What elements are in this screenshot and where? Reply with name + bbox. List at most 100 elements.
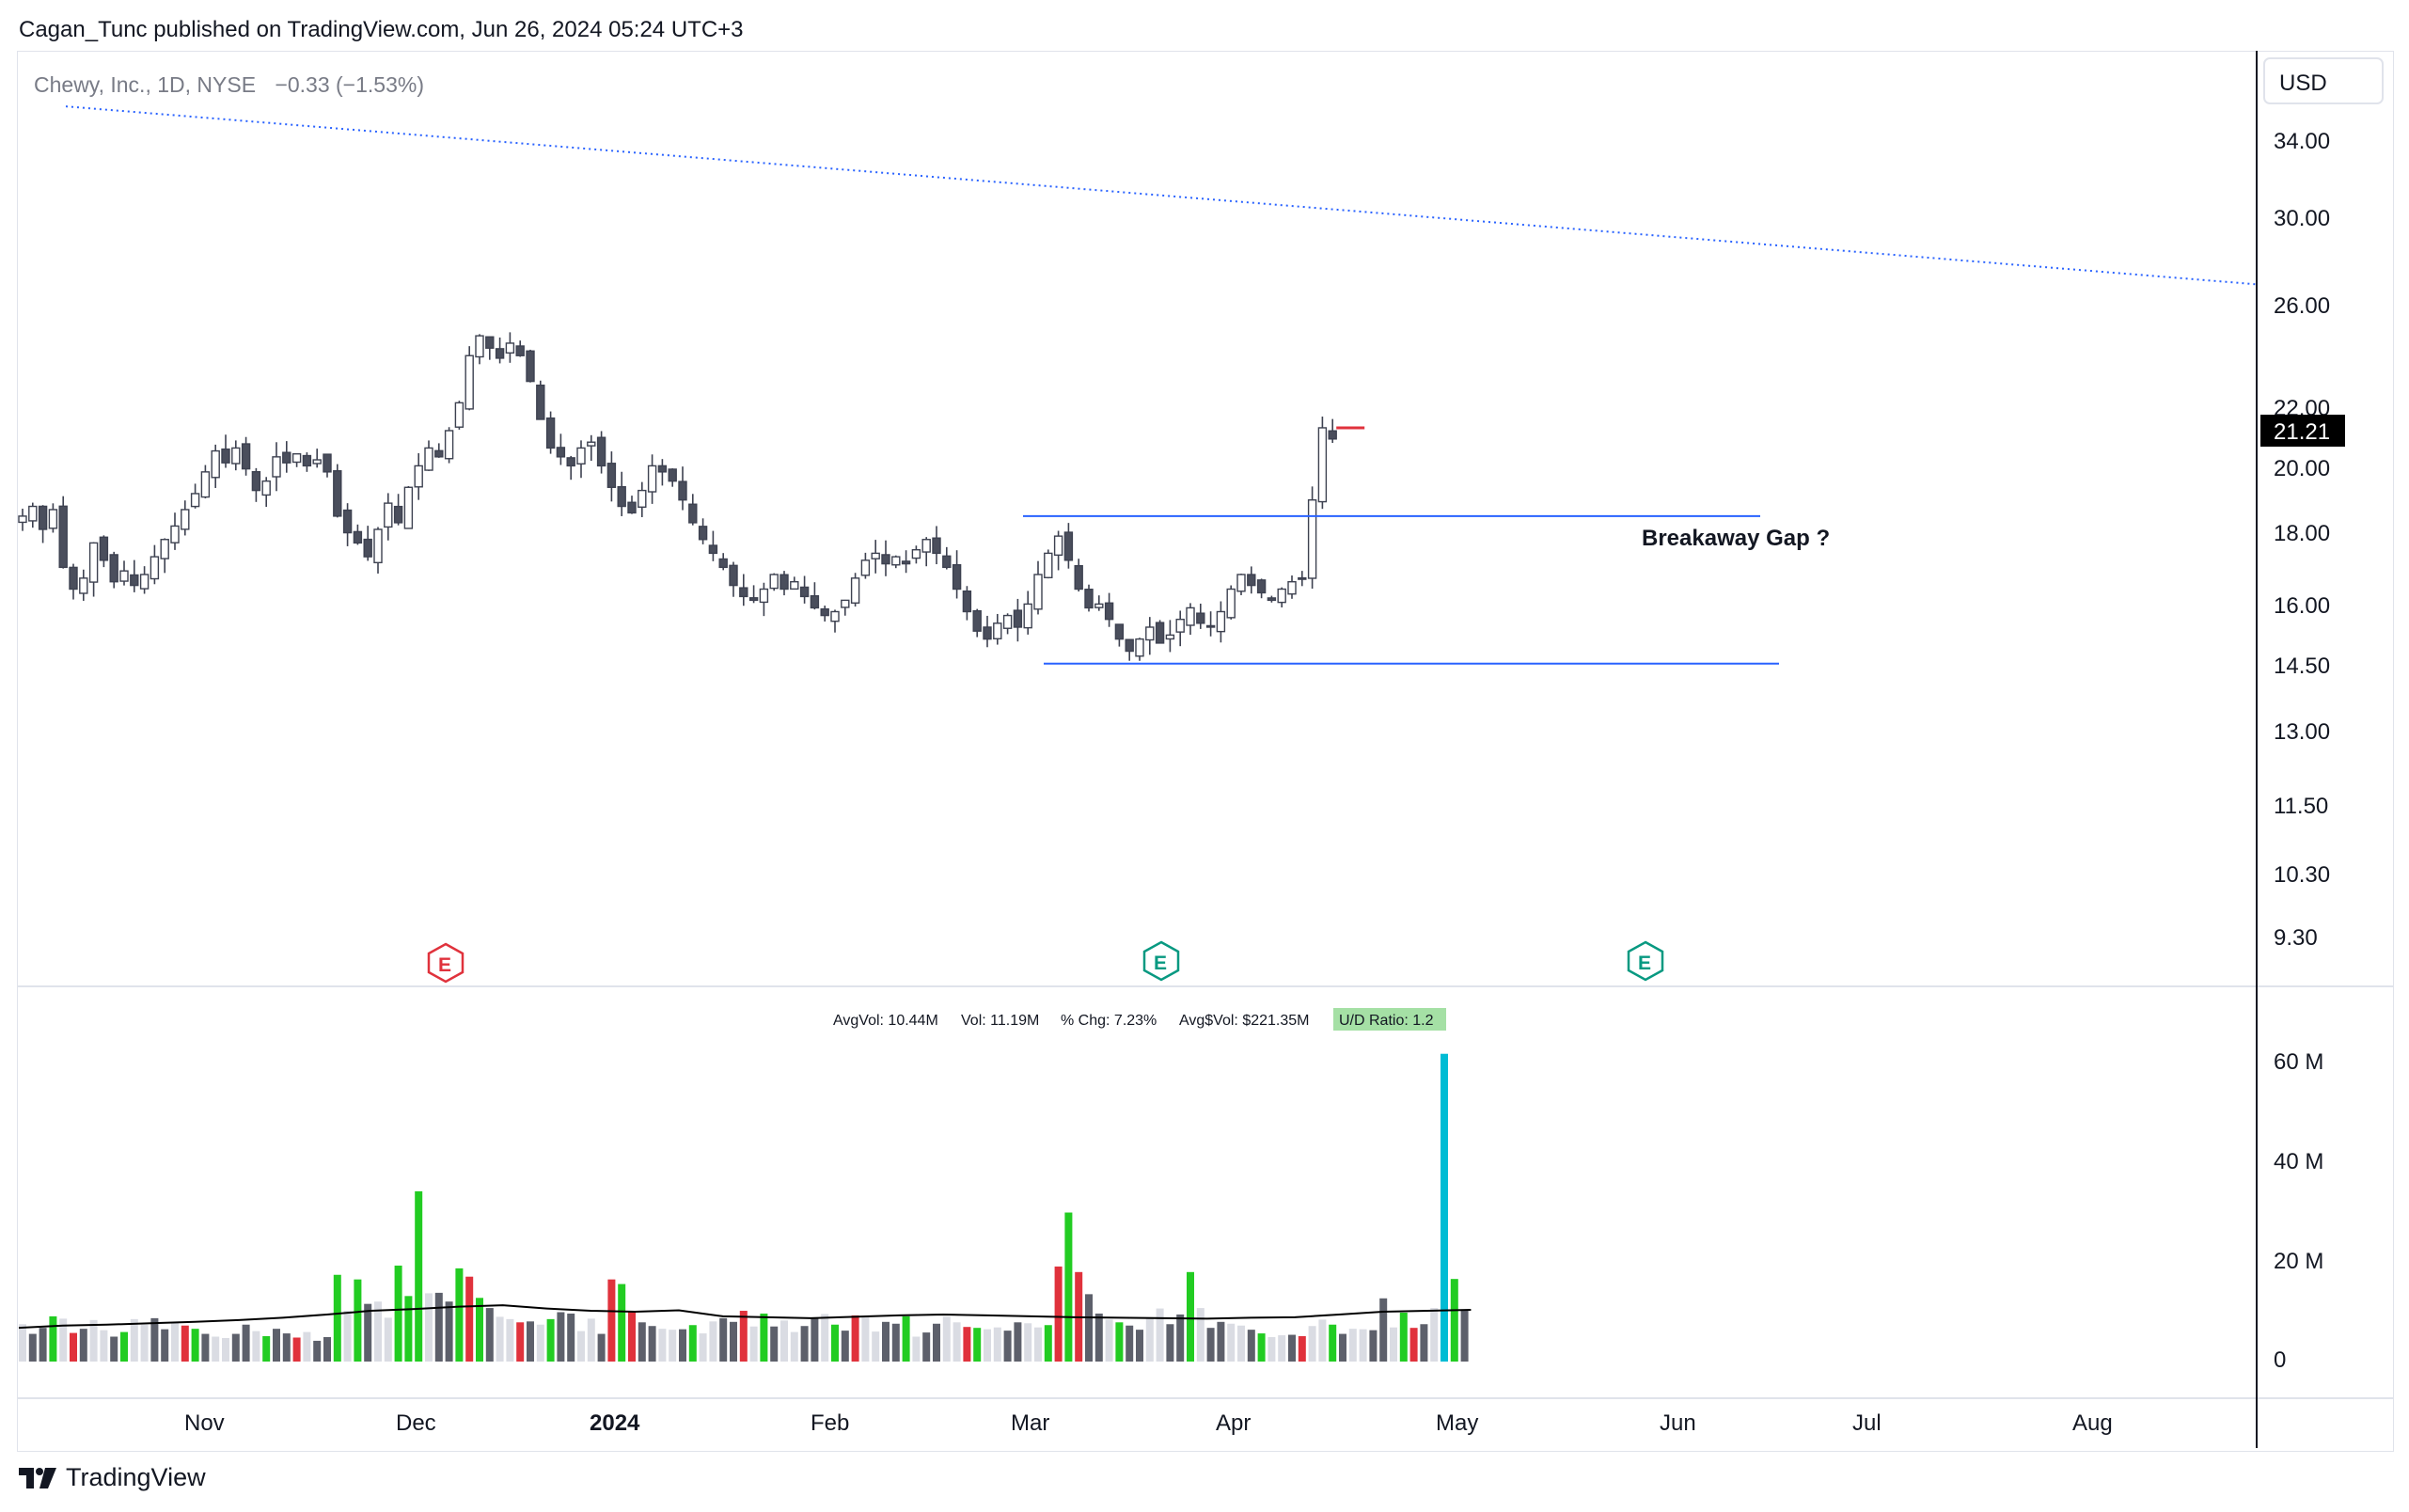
- volume-bar[interactable]: [425, 1293, 433, 1362]
- candle[interactable]: [18, 508, 27, 531]
- candle[interactable]: [830, 609, 840, 633]
- volume-bar[interactable]: [465, 1276, 474, 1362]
- volume-bar[interactable]: [212, 1336, 220, 1362]
- volume-bar[interactable]: [506, 1318, 514, 1362]
- candle[interactable]: [1013, 598, 1023, 642]
- volume-bar[interactable]: [1288, 1334, 1296, 1362]
- candle[interactable]: [1094, 595, 1104, 611]
- tradingview-brand[interactable]: TradingView: [19, 1463, 206, 1492]
- candle[interactable]: [79, 569, 88, 601]
- volume-bar[interactable]: [546, 1318, 555, 1362]
- candle[interactable]: [464, 346, 474, 411]
- candle[interactable]: [38, 505, 48, 543]
- volume-bar[interactable]: [1176, 1314, 1185, 1362]
- candle[interactable]: [952, 550, 962, 599]
- volume-bar[interactable]: [1105, 1319, 1113, 1362]
- candle[interactable]: [190, 483, 200, 509]
- volume-bar[interactable]: [811, 1317, 819, 1362]
- candle[interactable]: [424, 440, 433, 471]
- volume-bar[interactable]: [303, 1331, 311, 1362]
- volume-bar[interactable]: [1420, 1324, 1428, 1362]
- volume-bar[interactable]: [120, 1331, 128, 1362]
- candle[interactable]: [1125, 638, 1134, 661]
- candle[interactable]: [333, 464, 342, 518]
- candle[interactable]: [130, 559, 139, 592]
- volume-bar[interactable]: [760, 1313, 768, 1362]
- volume-bar[interactable]: [49, 1315, 57, 1362]
- candle[interactable]: [668, 468, 677, 487]
- volume-bar[interactable]: [1034, 1327, 1042, 1362]
- candle[interactable]: [302, 452, 312, 472]
- candle[interactable]: [282, 441, 291, 473]
- volume-bar[interactable]: [1156, 1308, 1164, 1362]
- volume-bar[interactable]: [597, 1333, 606, 1362]
- candle[interactable]: [353, 524, 363, 545]
- volume-bar[interactable]: [1054, 1266, 1063, 1362]
- volume-bar[interactable]: [1257, 1333, 1266, 1362]
- candle[interactable]: [1165, 620, 1175, 653]
- candle[interactable]: [748, 585, 759, 604]
- volume-bar[interactable]: [1348, 1329, 1357, 1362]
- volume-bar[interactable]: [1430, 1308, 1439, 1362]
- candle[interactable]: [769, 573, 779, 591]
- volume-bar[interactable]: [415, 1190, 423, 1362]
- candle[interactable]: [1205, 611, 1216, 637]
- volume-bar[interactable]: [231, 1333, 240, 1362]
- candle[interactable]: [109, 551, 118, 589]
- candle[interactable]: [414, 453, 423, 500]
- candle[interactable]: [638, 481, 647, 518]
- volume-bar[interactable]: [953, 1322, 961, 1362]
- volume-bar[interactable]: [1196, 1308, 1204, 1362]
- volume-bar[interactable]: [872, 1331, 880, 1362]
- candle[interactable]: [119, 560, 129, 586]
- volume-bar[interactable]: [273, 1329, 280, 1362]
- volume-bar[interactable]: [161, 1329, 169, 1362]
- candle[interactable]: [251, 467, 261, 502]
- volume-bar[interactable]: [374, 1301, 382, 1362]
- candle[interactable]: [942, 546, 952, 570]
- candle[interactable]: [160, 538, 169, 574]
- candle[interactable]: [139, 566, 150, 594]
- volume-bar[interactable]: [933, 1323, 940, 1362]
- volume-bar[interactable]: [628, 1311, 636, 1362]
- volume-bar[interactable]: [1145, 1317, 1154, 1362]
- candle[interactable]: [891, 555, 901, 569]
- candle[interactable]: [1074, 559, 1083, 592]
- candle[interactable]: [99, 535, 109, 568]
- candle[interactable]: [1317, 417, 1328, 510]
- volume-bar[interactable]: [1227, 1323, 1236, 1362]
- candle[interactable]: [1277, 587, 1286, 607]
- candle[interactable]: [596, 431, 606, 474]
- volume-bar[interactable]: [445, 1301, 453, 1362]
- candle[interactable]: [505, 332, 515, 363]
- volume-bar[interactable]: [577, 1331, 585, 1362]
- volume-bar[interactable]: [1003, 1331, 1012, 1362]
- volume-bar[interactable]: [984, 1329, 991, 1362]
- candle[interactable]: [150, 544, 160, 585]
- candle[interactable]: [1114, 623, 1125, 647]
- candle[interactable]: [627, 496, 637, 514]
- volume-bar[interactable]: [28, 1333, 37, 1362]
- candle[interactable]: [373, 527, 383, 574]
- candle[interactable]: [323, 453, 332, 478]
- candle[interactable]: [454, 401, 464, 430]
- trend-line[interactable]: [65, 105, 2258, 286]
- candle[interactable]: [221, 434, 230, 468]
- candle[interactable]: [1063, 523, 1074, 569]
- candle[interactable]: [526, 349, 535, 383]
- candle[interactable]: [170, 512, 180, 550]
- earnings-marker-2[interactable]: E: [1142, 940, 1180, 982]
- candle[interactable]: [881, 540, 890, 576]
- volume-bar[interactable]: [181, 1325, 189, 1362]
- volume-bar[interactable]: [171, 1322, 179, 1362]
- candle[interactable]: [1247, 566, 1256, 594]
- volume-bar[interactable]: [993, 1327, 1001, 1362]
- volume-bar[interactable]: [567, 1313, 575, 1362]
- volume-bar[interactable]: [1359, 1329, 1367, 1362]
- candle[interactable]: [841, 599, 850, 616]
- candle[interactable]: [545, 411, 556, 454]
- candle[interactable]: [231, 440, 241, 471]
- volume-bar[interactable]: [222, 1337, 229, 1362]
- volume-bar[interactable]: [587, 1318, 595, 1362]
- candle[interactable]: [993, 613, 1002, 645]
